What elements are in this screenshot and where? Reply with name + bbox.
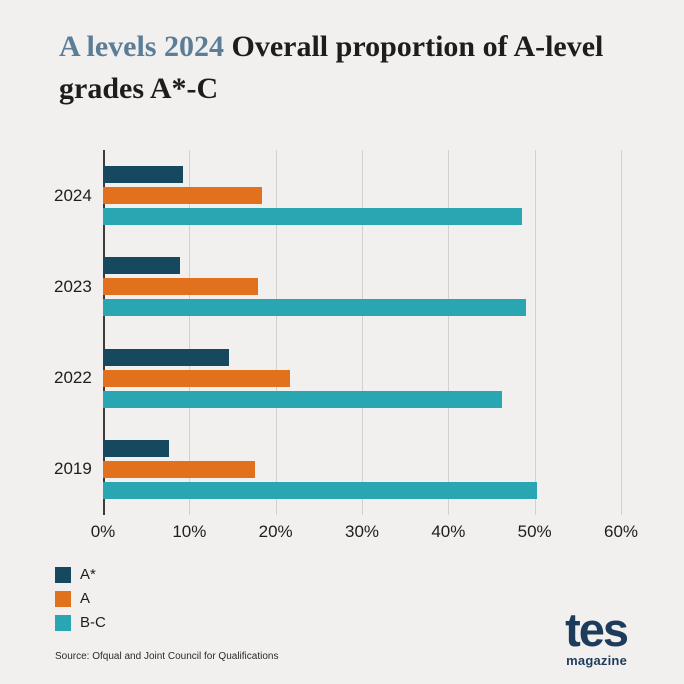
gridline [189,150,191,515]
bar-A [103,278,259,296]
bar-A* [103,166,184,184]
legend: A* A B-C [55,566,106,631]
category-label: 2024 [54,185,92,205]
bars [103,257,621,317]
category-label: 2022 [54,368,92,388]
bar-B-C [103,299,527,317]
gridline [448,150,450,515]
logo-subtitle: magazine [566,653,627,668]
x-tick-label: 50% [517,522,552,541]
x-tick-label: 20% [258,522,293,541]
page-title-rest: Overall proportion of A-level grades A*-… [59,30,604,105]
grid-layer [103,150,622,515]
bar-B-C [103,481,538,499]
logo-wordmark: tes [565,603,629,657]
bars [103,439,621,499]
bar-group-2024: 2024 [0,166,621,226]
legend-item-A: A [55,590,106,607]
bar-chart: 2024 2023 2022 2019 0% 10% 20% 30% 40% 50% 60% [0,150,684,541]
gridline [534,150,536,515]
x-axis: 0% 10% 20% 30% 40% 50% 60% [91,522,638,548]
bar-group-2023: 2023 [0,257,621,317]
bar-A [103,369,291,387]
bar-B-C [103,390,502,408]
bar-groups: 2024 2023 2022 2019 [0,150,621,515]
x-tick-label: 60% [603,522,639,541]
tes-magazine-logo: tes magazine [565,603,629,668]
x-tick-label: 40% [431,522,466,541]
category-label: 2019 [54,459,92,479]
bars [103,348,621,408]
page-title: A levels 2024 Overall proportion of A-le… [59,26,637,110]
source-note: Source: Ofqual and Joint Council for Qua… [55,651,279,662]
x-tick-label: 10% [172,522,207,541]
legend-swatch [55,614,71,631]
legend-item-B-C: B-C [55,614,106,631]
bar-A [103,460,255,478]
legend-swatch [55,566,71,583]
gridline [275,150,277,515]
bar-A* [103,348,230,366]
x-tick-label: 0% [90,522,116,541]
category-label: 2023 [54,276,92,296]
legend-label: A* [80,566,96,583]
legend-label: B-C [80,614,106,631]
gridline [362,150,363,515]
bar-group-2022: 2022 [0,348,621,408]
bar-group-2019: 2019 [0,439,621,499]
page-title-accent: A levels 2024 [59,30,224,63]
bars [103,166,621,226]
bar-A* [103,439,170,457]
legend-item-A*: A* [55,566,106,583]
legend-label: A [80,590,91,607]
legend-swatch [55,590,71,607]
bar-A* [103,257,180,275]
y-axis-line [103,150,105,515]
bar-A [103,187,262,205]
bar-B-C [103,208,522,226]
x-tick-label: 30% [344,522,380,541]
gridline [621,150,622,515]
